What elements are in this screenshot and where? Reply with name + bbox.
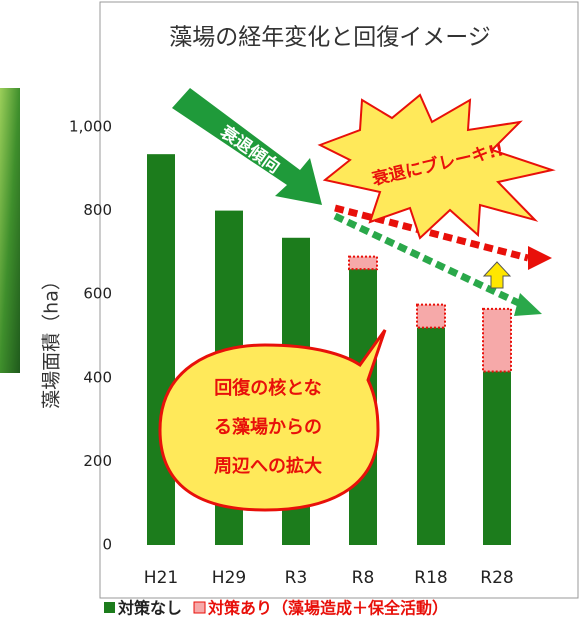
y-tick-label: 400 xyxy=(83,368,112,386)
bubble-line: 回復の核とな xyxy=(214,377,321,399)
y-tick-label: 200 xyxy=(83,452,112,470)
bar-segment xyxy=(349,257,377,270)
x-tick-label: R8 xyxy=(352,568,375,588)
bar-segment xyxy=(483,309,511,372)
legend-swatch xyxy=(104,602,115,613)
bubble-line: 周辺への拡大 xyxy=(214,455,322,477)
bubble-line: る藻場からの xyxy=(214,417,322,438)
legend: 対策なし 対策あり（藻場造成＋保全活動） xyxy=(104,599,448,618)
legend-label: 対策なし xyxy=(117,599,182,618)
x-tick-label: R3 xyxy=(285,568,308,588)
bar-segment xyxy=(417,328,445,545)
y-tick-label: 800 xyxy=(83,201,112,219)
legend-swatch xyxy=(194,602,205,613)
legend-label: 対策あり（藻場造成＋保全活動） xyxy=(207,599,448,618)
x-tick-label: R28 xyxy=(480,568,513,588)
x-tick-label: H21 xyxy=(144,568,178,588)
photo-strip xyxy=(0,88,20,373)
y-tick-label: 0 xyxy=(102,536,112,554)
chart-title: 藻場の経年変化と回復イメージ xyxy=(169,25,491,51)
x-tick-label: H29 xyxy=(212,568,246,588)
bar-segment xyxy=(147,154,175,545)
bar-segment xyxy=(483,372,511,545)
bar-segment xyxy=(417,305,445,328)
x-tick-label: R18 xyxy=(414,568,447,588)
chart: 藻場の経年変化と回復イメージ 藻場面積（ha） 0 200 400 600 800 1,0… xyxy=(0,0,583,628)
y-tick-label: 600 xyxy=(83,285,112,303)
y-axis-label: 藻場面積（ha） xyxy=(41,271,63,409)
y-tick-label: 1,000 xyxy=(69,118,112,136)
page: {"chart_data": {"type": "stacked-bar", "… xyxy=(0,0,583,628)
